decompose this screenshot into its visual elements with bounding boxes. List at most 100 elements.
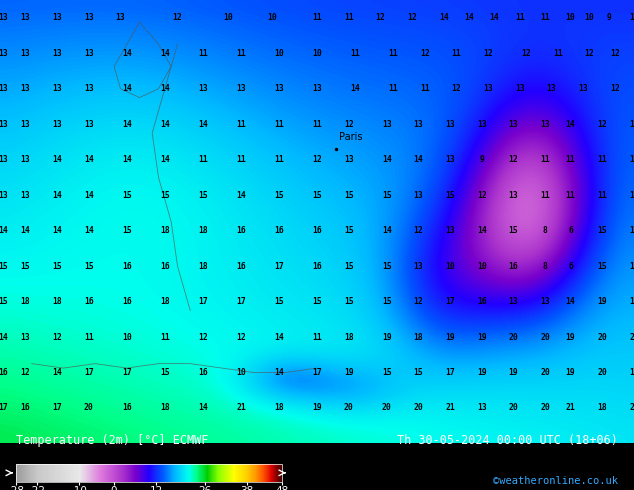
Text: 18: 18 bbox=[597, 403, 607, 413]
Text: 13: 13 bbox=[413, 191, 424, 199]
Text: 15: 15 bbox=[274, 191, 284, 199]
Text: 18: 18 bbox=[160, 226, 170, 235]
Text: 12: 12 bbox=[20, 368, 30, 377]
Text: 12: 12 bbox=[52, 333, 62, 342]
Text: 14: 14 bbox=[52, 191, 62, 199]
Text: 16: 16 bbox=[122, 297, 132, 306]
Text: 12: 12 bbox=[172, 13, 183, 22]
Text: 14: 14 bbox=[382, 155, 392, 164]
Text: 10: 10 bbox=[268, 13, 278, 22]
Text: 10: 10 bbox=[274, 49, 284, 58]
Text: 17: 17 bbox=[0, 403, 8, 413]
Text: 14: 14 bbox=[160, 120, 170, 129]
Text: 13: 13 bbox=[0, 120, 8, 129]
Text: 11: 11 bbox=[540, 155, 550, 164]
Text: 14: 14 bbox=[198, 120, 208, 129]
Text: 14: 14 bbox=[566, 297, 576, 306]
Text: 8: 8 bbox=[543, 262, 548, 270]
Text: 13: 13 bbox=[20, 49, 30, 58]
Text: 14: 14 bbox=[20, 226, 30, 235]
Text: 15: 15 bbox=[344, 226, 354, 235]
Text: 13: 13 bbox=[0, 49, 8, 58]
Text: 17: 17 bbox=[198, 297, 208, 306]
Text: 18: 18 bbox=[52, 297, 62, 306]
Text: 10: 10 bbox=[223, 13, 233, 22]
Text: 15: 15 bbox=[629, 226, 634, 235]
Text: 13: 13 bbox=[477, 403, 487, 413]
Text: 14: 14 bbox=[84, 155, 94, 164]
Text: 13: 13 bbox=[312, 84, 322, 93]
Text: 13: 13 bbox=[198, 84, 208, 93]
Text: 14: 14 bbox=[0, 226, 8, 235]
Text: 13: 13 bbox=[508, 120, 519, 129]
Text: 19: 19 bbox=[566, 333, 576, 342]
Text: Th 30-05-2024 00:00 UTC (18+06): Th 30-05-2024 00:00 UTC (18+06) bbox=[398, 434, 618, 447]
Text: 15: 15 bbox=[508, 226, 519, 235]
Text: 19: 19 bbox=[597, 297, 607, 306]
Text: 10: 10 bbox=[477, 262, 487, 270]
Text: 12: 12 bbox=[629, 120, 634, 129]
Text: 13: 13 bbox=[578, 84, 588, 93]
Text: 10: 10 bbox=[236, 368, 246, 377]
Text: 20: 20 bbox=[84, 403, 94, 413]
Text: Temperature (2m) [°C] ECMWF: Temperature (2m) [°C] ECMWF bbox=[16, 434, 208, 447]
Text: 14: 14 bbox=[489, 13, 500, 22]
Text: 13: 13 bbox=[477, 120, 487, 129]
Text: 13: 13 bbox=[0, 13, 8, 22]
Text: 14: 14 bbox=[439, 13, 449, 22]
Text: 15: 15 bbox=[344, 191, 354, 199]
Text: 20: 20 bbox=[508, 403, 519, 413]
Text: ©weatheronline.co.uk: ©weatheronline.co.uk bbox=[493, 476, 618, 486]
Text: 15: 15 bbox=[629, 262, 634, 270]
Text: 19: 19 bbox=[445, 333, 455, 342]
Text: 11: 11 bbox=[566, 155, 576, 164]
Text: 12: 12 bbox=[629, 191, 634, 199]
Text: 15: 15 bbox=[52, 262, 62, 270]
Text: 18: 18 bbox=[344, 333, 354, 342]
Text: 13: 13 bbox=[629, 368, 634, 377]
Text: 15: 15 bbox=[344, 262, 354, 270]
Text: 15: 15 bbox=[413, 368, 424, 377]
Text: 11: 11 bbox=[236, 120, 246, 129]
Text: 13: 13 bbox=[413, 262, 424, 270]
Text: 13: 13 bbox=[84, 49, 94, 58]
Text: 16: 16 bbox=[236, 226, 246, 235]
Text: 17: 17 bbox=[236, 297, 246, 306]
Text: 12: 12 bbox=[413, 226, 424, 235]
Text: 12: 12 bbox=[610, 84, 620, 93]
Text: 13: 13 bbox=[20, 155, 30, 164]
Text: 14: 14 bbox=[160, 155, 170, 164]
Text: 15: 15 bbox=[160, 368, 170, 377]
Text: 11: 11 bbox=[597, 155, 607, 164]
Text: 13: 13 bbox=[20, 333, 30, 342]
Text: 20: 20 bbox=[540, 403, 550, 413]
Text: 11: 11 bbox=[350, 49, 360, 58]
Text: 21: 21 bbox=[629, 403, 634, 413]
Text: 13: 13 bbox=[52, 13, 62, 22]
Text: 10: 10 bbox=[585, 13, 595, 22]
Text: 12: 12 bbox=[236, 333, 246, 342]
Text: 11: 11 bbox=[553, 49, 563, 58]
Text: 14: 14 bbox=[274, 368, 284, 377]
Text: 11: 11 bbox=[236, 49, 246, 58]
Text: 14: 14 bbox=[122, 49, 132, 58]
Text: 14: 14 bbox=[84, 226, 94, 235]
Text: 13: 13 bbox=[540, 120, 550, 129]
Text: 21: 21 bbox=[566, 403, 576, 413]
Text: 12: 12 bbox=[413, 297, 424, 306]
Text: 15: 15 bbox=[382, 191, 392, 199]
Text: 12: 12 bbox=[198, 333, 208, 342]
Text: 15: 15 bbox=[445, 191, 455, 199]
Text: 11: 11 bbox=[312, 13, 322, 22]
Text: 13: 13 bbox=[20, 84, 30, 93]
Text: 16: 16 bbox=[122, 262, 132, 270]
Text: 17: 17 bbox=[84, 368, 94, 377]
Text: 18: 18 bbox=[274, 403, 284, 413]
Text: 12: 12 bbox=[585, 49, 595, 58]
Text: 20: 20 bbox=[597, 368, 607, 377]
Text: 15: 15 bbox=[597, 262, 607, 270]
Text: 10: 10 bbox=[566, 13, 576, 22]
Text: 13: 13 bbox=[0, 84, 8, 93]
Text: 16: 16 bbox=[236, 262, 246, 270]
Text: 19: 19 bbox=[344, 368, 354, 377]
